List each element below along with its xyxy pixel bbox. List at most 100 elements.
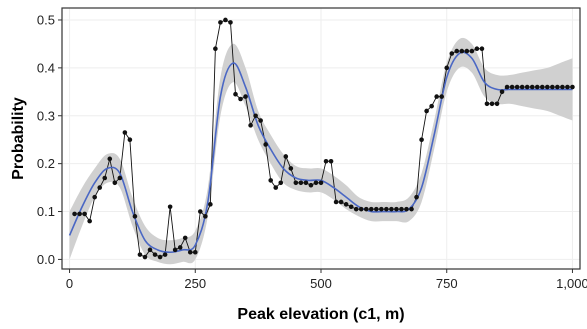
smoothed-series-line <box>68 51 573 254</box>
data-point <box>107 156 113 162</box>
data-point <box>122 130 128 135</box>
data-point <box>404 206 409 212</box>
data-point <box>228 20 233 25</box>
data-point <box>172 247 178 253</box>
data-point <box>550 84 555 90</box>
data-point <box>489 101 495 107</box>
data-point <box>157 254 163 260</box>
data-point <box>273 185 279 190</box>
data-point <box>499 89 505 95</box>
data-point <box>187 249 193 255</box>
data-point <box>182 235 188 241</box>
data-point <box>529 84 535 90</box>
data-point <box>313 180 319 186</box>
data-point <box>137 252 143 257</box>
x-tick-label: 500 <box>310 276 332 291</box>
data-point <box>343 202 349 207</box>
data-point <box>358 206 364 212</box>
data-point <box>509 84 515 90</box>
data-point <box>278 180 284 186</box>
data-point <box>419 137 424 142</box>
data-point <box>444 65 450 71</box>
x-axis-ticks: 0 250 500 750 1,000 <box>66 269 587 291</box>
data-point <box>72 211 77 217</box>
data-point <box>474 46 480 52</box>
data-point <box>348 204 354 210</box>
data-point <box>243 94 248 99</box>
data-point <box>560 84 565 90</box>
data-point <box>92 194 97 200</box>
data-point <box>374 206 379 212</box>
data-point <box>77 211 82 217</box>
data-point <box>429 103 434 109</box>
data-point <box>263 142 268 147</box>
data-point <box>524 84 530 90</box>
data-point <box>233 91 238 97</box>
y-tick-label: 0.4 <box>37 60 55 75</box>
data-point <box>308 182 314 188</box>
x-tick-label: 250 <box>184 276 206 291</box>
data-point <box>208 202 213 207</box>
data-point <box>328 158 334 164</box>
data-point <box>268 178 274 183</box>
data-point <box>519 84 525 90</box>
data-point <box>248 123 253 128</box>
x-tick-label: 1,000 <box>556 276 587 291</box>
data-point <box>167 204 173 210</box>
data-point <box>283 154 289 159</box>
data-point <box>469 48 475 54</box>
x-tick-label: 750 <box>436 276 458 291</box>
data-point <box>379 206 384 212</box>
y-tick-label: 0.1 <box>37 204 55 219</box>
data-point <box>394 206 399 212</box>
data-point <box>258 118 263 123</box>
data-point <box>203 214 208 219</box>
data-point <box>82 211 87 217</box>
data-point <box>514 84 520 90</box>
data-point <box>102 175 108 181</box>
data-point <box>97 185 103 190</box>
data-point <box>152 252 158 257</box>
data-point <box>565 84 570 90</box>
data-point <box>545 84 550 90</box>
data-point <box>318 180 324 186</box>
y-tick-label: 0.3 <box>37 108 55 123</box>
data-point <box>368 206 374 212</box>
data-point <box>293 180 299 186</box>
data-point <box>534 84 540 90</box>
observed-series-line <box>74 19 573 258</box>
data-point <box>439 94 444 99</box>
y-tick-label: 0.5 <box>37 12 55 27</box>
data-point <box>213 46 218 52</box>
data-point <box>127 137 133 142</box>
x-axis-title: Peak elevation (c1, m) <box>237 306 404 323</box>
y-axis-title: Probability <box>10 97 27 180</box>
data-point <box>132 214 138 219</box>
data-point <box>409 206 414 212</box>
data-point <box>459 48 465 54</box>
data-point <box>112 180 118 186</box>
data-point <box>484 101 490 107</box>
data-point <box>87 218 92 224</box>
data-point <box>142 254 148 260</box>
observed-points <box>72 17 575 260</box>
data-point <box>253 113 258 119</box>
data-point <box>389 206 394 212</box>
data-point <box>288 166 294 171</box>
data-point <box>570 84 575 90</box>
data-point <box>539 84 545 90</box>
data-point <box>353 206 359 212</box>
data-point <box>223 17 228 23</box>
data-point <box>117 175 123 181</box>
grid-lines <box>62 8 580 269</box>
data-point <box>424 108 429 114</box>
smoothed-line <box>68 51 573 254</box>
y-axis-ticks: 0.0 0.1 0.2 0.3 0.4 0.5 <box>37 12 62 267</box>
data-point <box>162 252 168 257</box>
data-point <box>479 46 485 52</box>
data-point <box>192 249 198 255</box>
data-point <box>338 199 344 205</box>
data-point <box>218 20 223 25</box>
